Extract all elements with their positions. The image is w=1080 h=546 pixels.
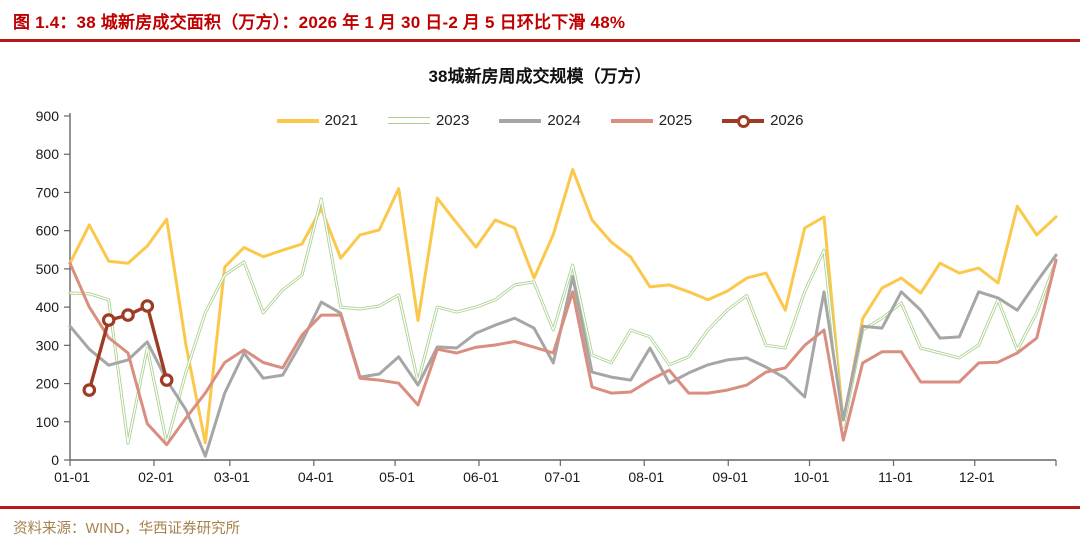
x-tick-label: 01-01 bbox=[54, 469, 90, 485]
legend-swatch-2023 bbox=[387, 117, 430, 124]
legend-item-2024: 2024 bbox=[499, 112, 581, 129]
x-tick-label: 04-01 bbox=[298, 469, 334, 485]
caption-rule bbox=[0, 39, 1080, 42]
legend-label: 2021 bbox=[324, 112, 358, 129]
x-tick-label: 03-01 bbox=[214, 469, 250, 485]
series-2026-marker bbox=[101, 313, 116, 327]
legend-label: 2025 bbox=[658, 112, 693, 129]
x-tick-label: 10-01 bbox=[794, 469, 830, 485]
legend-swatch-2024 bbox=[499, 118, 542, 123]
source-rule bbox=[0, 506, 1080, 509]
y-tick-label: 100 bbox=[36, 414, 60, 430]
series-2026-marker bbox=[140, 299, 155, 313]
chart-legend: 2021 2023 2024 2025 2026 bbox=[0, 112, 1080, 129]
series-2025-line bbox=[68, 258, 1058, 447]
y-tick-label: 0 bbox=[51, 452, 59, 468]
legend-item-2021: 2021 bbox=[276, 112, 358, 129]
x-tick-label: 06-01 bbox=[463, 469, 499, 485]
series-2026-marker bbox=[121, 308, 135, 322]
legend-swatch-2021 bbox=[276, 118, 319, 123]
y-tick-label: 300 bbox=[36, 337, 60, 353]
y-tick-label: 800 bbox=[36, 146, 60, 162]
legend-swatch-2026 bbox=[722, 114, 765, 128]
legend-marker-ring bbox=[737, 114, 751, 128]
x-tick-label: 12-01 bbox=[959, 469, 995, 485]
legend-swatch-2025 bbox=[610, 118, 653, 123]
x-tick-label: 11-01 bbox=[878, 469, 913, 485]
legend-label: 2024 bbox=[547, 112, 581, 129]
x-tick-label: 02-01 bbox=[138, 469, 174, 485]
y-tick-label: 900 bbox=[36, 108, 60, 124]
y-tick-label: 700 bbox=[36, 184, 60, 200]
legend-label: 2026 bbox=[770, 112, 804, 129]
legend-item-2025: 2025 bbox=[610, 112, 693, 129]
y-tick-label: 400 bbox=[36, 299, 60, 315]
series-2026-marker bbox=[82, 383, 97, 397]
y-tick-label: 500 bbox=[36, 261, 60, 277]
series-2021-line bbox=[68, 168, 1058, 445]
x-tick-label: 08-01 bbox=[628, 469, 664, 485]
x-tick-label: 09-01 bbox=[712, 469, 748, 485]
x-tick-label: 05-01 bbox=[379, 469, 415, 485]
legend-item-2026: 2026 bbox=[722, 112, 803, 129]
chart-title: 38城新房周成交规模（万方） bbox=[428, 67, 652, 86]
legend-label: 2023 bbox=[435, 112, 470, 129]
figure-caption: 图 1.4：38 城新房成交面积（万方）：2026 年 1 月 30 日-2 月… bbox=[13, 13, 626, 32]
y-tick-label: 200 bbox=[36, 376, 60, 392]
x-tick-label: 07-01 bbox=[544, 469, 580, 485]
series-2026-marker bbox=[159, 373, 174, 387]
legend-item-2023: 2023 bbox=[387, 112, 470, 129]
source-note: 资料来源：WIND，华西证券研究所 bbox=[13, 521, 241, 537]
y-tick-label: 600 bbox=[36, 223, 60, 239]
